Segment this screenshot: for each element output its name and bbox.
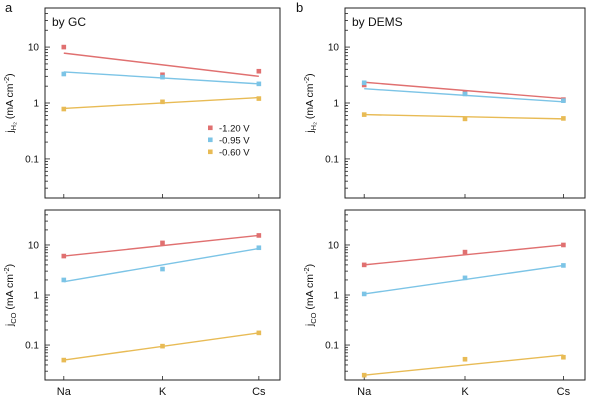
plot-frame bbox=[44, 209, 281, 381]
x-tick-label: K bbox=[159, 386, 167, 398]
data-point bbox=[462, 356, 468, 362]
y-tick-label: 10 bbox=[28, 43, 40, 54]
data-point bbox=[256, 233, 262, 238]
data-point bbox=[160, 343, 165, 349]
y-tick-label: 10 bbox=[328, 43, 340, 54]
panel-1: a by GC 0.1 1 10 jH₂ (mA cm-2) -1.20 V-0.95 V-… bbox=[2, 0, 281, 199]
data-point bbox=[256, 245, 262, 251]
legend: -1.20 V-0.95 V-0.60 V bbox=[208, 124, 250, 159]
data-point bbox=[160, 72, 165, 78]
y-tick-label: 0.1 bbox=[25, 341, 39, 352]
data-point bbox=[462, 249, 468, 255]
y-tick-label: 0.1 bbox=[325, 154, 339, 165]
y-axis-label: jCO (mA cm-2) bbox=[2, 264, 18, 327]
legend-label: -0.95 V bbox=[219, 136, 250, 147]
data-point bbox=[361, 80, 367, 86]
data-point bbox=[61, 253, 67, 259]
y-axis-label: jCO (mA cm-2) bbox=[302, 264, 318, 327]
data-point bbox=[160, 74, 165, 80]
data-point bbox=[361, 372, 367, 378]
panel-4: 0.1 1 10 Na K Cs jCO (mA cm-2) bbox=[302, 209, 586, 398]
data-point bbox=[561, 263, 566, 268]
data-point bbox=[256, 68, 262, 74]
x-tick-label: Cs bbox=[252, 386, 266, 398]
legend-label: -0.60 V bbox=[219, 148, 250, 159]
data-point bbox=[462, 275, 468, 281]
y-axis-label: jH₂ (mA cm-2) bbox=[2, 73, 18, 133]
fit-line bbox=[63, 234, 259, 257]
data-point bbox=[462, 91, 468, 97]
panel-label: a bbox=[5, 0, 13, 15]
data-point bbox=[361, 262, 367, 268]
data-point bbox=[561, 354, 566, 360]
fit-line bbox=[63, 247, 259, 283]
data-point bbox=[361, 112, 367, 117]
y-tick-label: 0.1 bbox=[325, 341, 339, 352]
panel-2: b by DEMS 0.1 1 10 jH₂ (mA cm-2) bbox=[296, 0, 586, 199]
data-point bbox=[256, 96, 262, 101]
x-tick-label: K bbox=[461, 386, 469, 398]
x-tick-label: Na bbox=[57, 386, 72, 398]
legend-marker bbox=[208, 125, 213, 131]
data-point bbox=[561, 116, 566, 121]
panel-label: b bbox=[296, 0, 303, 15]
plot-frame bbox=[344, 209, 586, 381]
data-point bbox=[361, 291, 367, 297]
y-axis-label: jH₂ (mA cm-2) bbox=[302, 73, 318, 133]
legend-marker bbox=[208, 149, 213, 155]
data-point bbox=[61, 277, 67, 283]
fit-line bbox=[364, 244, 564, 266]
data-point bbox=[61, 357, 67, 363]
fit-line bbox=[63, 52, 259, 78]
data-point bbox=[256, 330, 262, 336]
y-tick-label: 10 bbox=[28, 240, 40, 251]
fit-line bbox=[364, 354, 564, 376]
panel-title: by DEMS bbox=[352, 15, 403, 29]
data-point bbox=[160, 266, 165, 272]
data-point bbox=[256, 81, 262, 87]
panel-3: 0.1 1 10 Na K Cs jCO (mA cm-2) bbox=[2, 209, 281, 398]
data-point bbox=[462, 116, 468, 122]
y-tick-label: 10 bbox=[328, 240, 340, 251]
data-point bbox=[160, 99, 165, 105]
legend-label: -1.20 V bbox=[219, 124, 250, 135]
panel-title: by GC bbox=[52, 15, 86, 29]
y-tick-label: 1 bbox=[33, 99, 39, 110]
y-tick-label: 1 bbox=[33, 291, 39, 302]
data-point bbox=[61, 106, 67, 112]
x-tick-label: Cs bbox=[557, 386, 571, 398]
data-point bbox=[561, 98, 566, 103]
data-point bbox=[61, 71, 67, 77]
legend-marker bbox=[208, 137, 213, 143]
y-tick-label: 1 bbox=[333, 99, 339, 110]
plot-frame bbox=[344, 7, 586, 199]
data-point bbox=[160, 240, 165, 246]
y-tick-label: 0.1 bbox=[25, 154, 39, 165]
data-point bbox=[561, 242, 566, 248]
y-tick-label: 1 bbox=[333, 291, 339, 302]
data-point bbox=[61, 44, 67, 50]
x-tick-label: Na bbox=[357, 386, 372, 398]
